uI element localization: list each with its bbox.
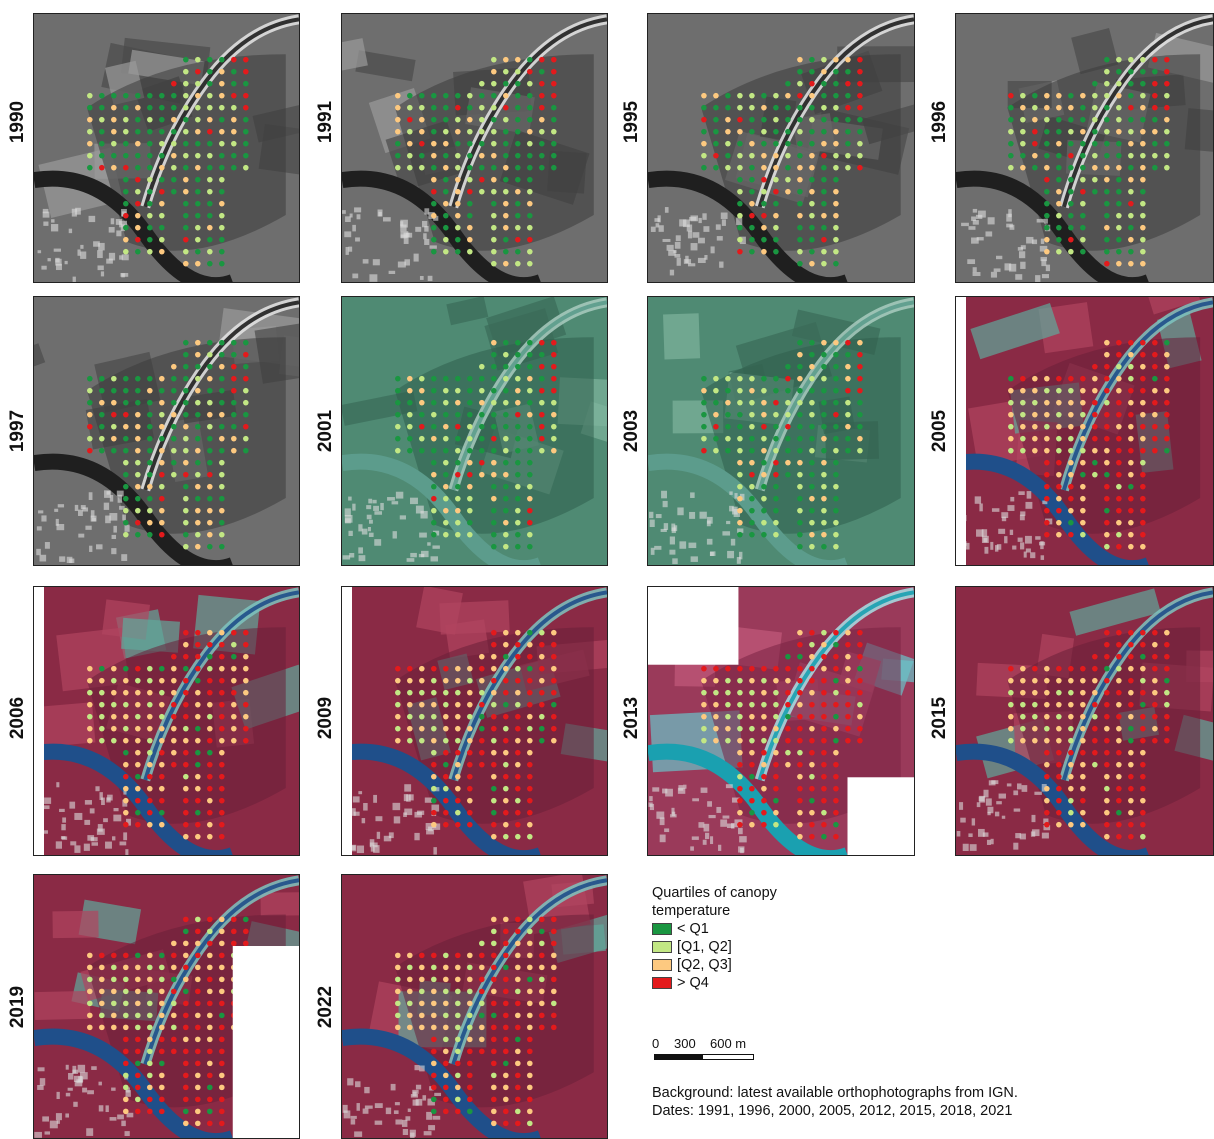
- legend-label: > Q4: [677, 975, 709, 991]
- map-canvas: [342, 14, 607, 282]
- map-canvas: [34, 587, 299, 855]
- orthophoto-map: [33, 874, 300, 1139]
- map-canvas: [342, 587, 607, 855]
- orthophoto-map: [647, 586, 915, 856]
- legend-swatch: [652, 941, 672, 953]
- orthophoto-map: [341, 13, 608, 283]
- year-label: 2019: [7, 985, 28, 1029]
- year-label: 2005: [929, 409, 950, 453]
- year-label: 1991: [315, 100, 336, 144]
- legend-item-q4: > Q4: [652, 974, 842, 992]
- orthophoto-map: [955, 586, 1214, 856]
- year-label: 1990: [7, 100, 28, 144]
- year-label: 2009: [315, 696, 336, 740]
- legend-item-q2: [Q1, Q2]: [652, 938, 842, 956]
- orthophoto-map: [33, 296, 300, 566]
- year-label: 2006: [7, 696, 28, 740]
- source-note-line1: Background: latest available orthophotog…: [652, 1085, 1018, 1101]
- legend-swatch: [652, 959, 672, 971]
- orthophoto-map: [33, 13, 300, 283]
- year-label: 2003: [621, 409, 642, 453]
- orthophoto-map: [33, 586, 300, 856]
- map-canvas: [34, 297, 299, 565]
- year-label: 2013: [621, 696, 642, 740]
- scale-bar-graphic: [654, 1054, 754, 1060]
- scale-tick-300: 300: [674, 1036, 696, 1051]
- year-label: 1997: [7, 409, 28, 453]
- year-label: 1995: [621, 100, 642, 144]
- map-canvas: [956, 14, 1213, 282]
- map-canvas: [956, 297, 1213, 565]
- orthophoto-map: [341, 296, 608, 566]
- map-canvas: [34, 14, 299, 282]
- legend-label: [Q1, Q2]: [677, 939, 732, 955]
- orthophoto-map: [955, 13, 1214, 283]
- year-label: 2001: [315, 409, 336, 453]
- orthophoto-map: [341, 874, 608, 1139]
- scale-bar: 0 300 600 m: [652, 1036, 772, 1060]
- legend: Quartiles of canopy temperature < Q1 [Q1…: [652, 884, 842, 992]
- legend-title: Quartiles of canopy temperature: [652, 885, 777, 919]
- legend-item-q3: [Q2, Q3]: [652, 956, 842, 974]
- map-canvas: [34, 875, 299, 1138]
- year-label: 2022: [315, 985, 336, 1029]
- map-canvas: [648, 587, 914, 855]
- year-label: 1996: [929, 100, 950, 144]
- orthophoto-map: [647, 296, 915, 566]
- legend-swatch: [652, 923, 672, 935]
- scale-tick-600: 600 m: [710, 1036, 747, 1051]
- map-canvas: [342, 297, 607, 565]
- source-note-line2: Dates: 1991, 1996, 2000, 2005, 2012, 201…: [652, 1103, 1013, 1119]
- orthophoto-map: [341, 586, 608, 856]
- legend-label: < Q1: [677, 921, 709, 937]
- orthophoto-map: [955, 296, 1214, 566]
- orthophoto-map: [647, 13, 915, 283]
- legend-label: [Q2, Q3]: [677, 957, 732, 973]
- map-canvas: [648, 297, 914, 565]
- map-canvas: [956, 587, 1213, 855]
- map-canvas: [342, 875, 607, 1138]
- legend-item-q1: < Q1: [652, 920, 842, 938]
- year-label: 2015: [929, 696, 950, 740]
- source-notes: Background: latest available orthophotog…: [652, 1084, 1018, 1120]
- scale-tick-0: 0: [652, 1036, 660, 1051]
- legend-swatch: [652, 977, 672, 989]
- map-canvas: [648, 14, 914, 282]
